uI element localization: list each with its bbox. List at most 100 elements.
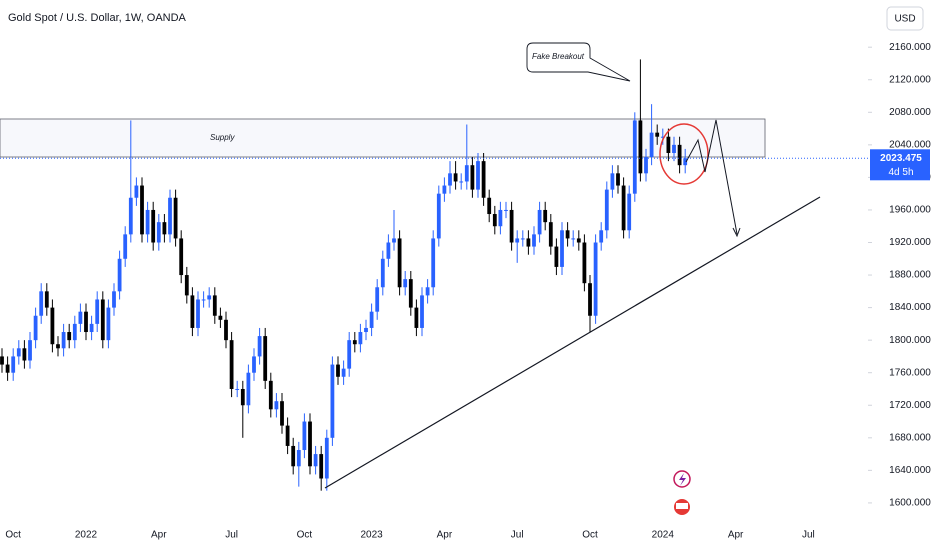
candle-body xyxy=(459,181,464,183)
callout xyxy=(526,42,631,82)
candle-body xyxy=(308,421,312,467)
x-tick-label: Apr xyxy=(728,530,744,541)
candle-body xyxy=(498,209,503,227)
candle-body xyxy=(89,323,94,333)
candles xyxy=(0,59,688,491)
candle-body xyxy=(677,144,682,166)
candle-body xyxy=(67,332,72,341)
candle-body xyxy=(190,295,195,328)
candle-body xyxy=(616,173,620,186)
candle-body xyxy=(145,209,150,235)
candle-body xyxy=(50,307,55,345)
candle-body xyxy=(504,209,508,211)
candle-body xyxy=(660,136,665,138)
candle-body xyxy=(509,209,514,243)
candle-body xyxy=(638,120,643,174)
candle-body xyxy=(319,454,324,479)
candle-body xyxy=(100,299,105,341)
candle-body xyxy=(537,209,542,235)
candle-body xyxy=(560,230,564,267)
x-tick-label: Oct xyxy=(297,530,313,541)
candle-body xyxy=(548,222,553,247)
candle-body xyxy=(72,323,77,341)
candle-body xyxy=(470,165,475,190)
candle-body xyxy=(599,230,604,243)
y-tick-label: 1720.000 xyxy=(889,400,931,411)
candle-body xyxy=(168,197,172,235)
candle-body xyxy=(386,242,391,259)
candle-body xyxy=(140,185,144,235)
x-tick-label: Apr xyxy=(437,530,453,541)
candle-body xyxy=(582,242,587,284)
candle-body xyxy=(252,356,256,373)
x-tick-label: Apr xyxy=(151,530,167,541)
candle-body xyxy=(632,120,637,194)
candle-body xyxy=(56,344,60,349)
candle-body xyxy=(313,454,318,467)
candle-body xyxy=(0,356,4,365)
candle-body xyxy=(347,340,352,369)
candle-body xyxy=(212,295,217,316)
candle-body xyxy=(358,332,363,345)
candle-body xyxy=(532,234,536,247)
flag-stripe xyxy=(676,503,688,509)
candle-body xyxy=(285,425,290,446)
candle-body xyxy=(453,173,458,182)
candle-body xyxy=(604,189,609,231)
candle-body xyxy=(397,238,402,288)
candle-body xyxy=(218,315,223,320)
candle-body xyxy=(117,258,122,292)
last-price-label: 2023.475 xyxy=(880,153,922,164)
candle-body xyxy=(123,234,128,259)
candle-body xyxy=(515,238,520,243)
callout-text: Fake Breakout xyxy=(532,52,585,61)
candle-body xyxy=(184,275,189,296)
candle-body xyxy=(201,299,206,301)
candle-body xyxy=(156,222,161,243)
candle-body xyxy=(11,356,16,373)
currency-label[interactable]: USD xyxy=(894,14,915,25)
y-tick-label: 1960.000 xyxy=(889,205,931,216)
currency-button[interactable] xyxy=(886,6,924,31)
candle-body xyxy=(224,319,228,341)
candle-body xyxy=(565,230,570,239)
candle-body xyxy=(235,388,240,390)
candle-body xyxy=(655,132,660,137)
candle-body xyxy=(672,144,676,153)
candle-body xyxy=(487,197,492,215)
y-tick-label: 2120.000 xyxy=(889,74,931,85)
candle-body xyxy=(240,388,245,406)
candle-body xyxy=(420,295,424,328)
candle-body xyxy=(106,307,111,341)
candle-body xyxy=(481,161,486,198)
y-tick-label: 1680.000 xyxy=(889,432,931,443)
y-tick-label: 1840.000 xyxy=(889,302,931,313)
candle-body xyxy=(151,209,156,243)
candle-body xyxy=(571,238,576,240)
candle-body xyxy=(649,132,654,158)
candle-body xyxy=(84,311,88,333)
candle-body xyxy=(392,238,396,243)
candle-body xyxy=(302,421,307,451)
candle-body xyxy=(78,311,83,324)
candle-body xyxy=(134,185,139,198)
candle-body xyxy=(324,437,329,479)
arrow-head xyxy=(732,227,741,238)
candle-body xyxy=(16,348,21,357)
candle-body xyxy=(61,332,66,349)
y-tick-label: 1800.000 xyxy=(889,335,931,346)
supply-rect xyxy=(0,118,766,158)
supply-zone: Supply xyxy=(0,118,766,158)
y-tick-label: 2160.000 xyxy=(889,42,931,53)
candle-body xyxy=(403,279,408,288)
x-tick-label: 2022 xyxy=(75,530,98,541)
candle-body xyxy=(683,158,688,166)
candle-body xyxy=(22,348,27,361)
candle-body xyxy=(644,157,648,174)
candle-body xyxy=(268,380,273,410)
candle-body xyxy=(610,173,615,190)
x-tick-label: Jul xyxy=(802,530,815,541)
candle-body xyxy=(173,197,178,239)
